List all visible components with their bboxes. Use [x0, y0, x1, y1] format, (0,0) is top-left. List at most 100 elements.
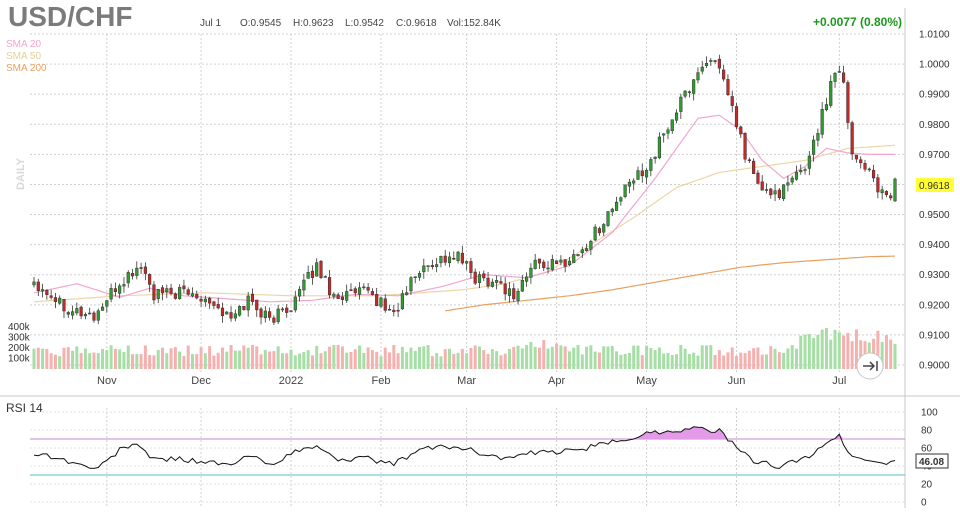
candle-body: [816, 133, 820, 141]
candle: [156, 288, 160, 304]
volume-bar: [739, 352, 743, 369]
candle: [70, 305, 75, 320]
candle-body: [567, 260, 572, 266]
candle-body: [195, 293, 199, 299]
volume-bar: [255, 346, 259, 369]
volume-bar: [572, 347, 576, 369]
volume-bar: [615, 351, 619, 369]
candle: [370, 288, 374, 296]
volume-bar: [101, 348, 105, 369]
candle-body: [803, 169, 807, 171]
candle: [152, 281, 156, 305]
candle: [83, 312, 87, 320]
axes: 0.9000 0.9100 0.9200 0.9300 0.9400 0.9500 0.96…: [8, 30, 950, 388]
candle-body: [40, 289, 45, 292]
volume-bar: [786, 348, 790, 369]
volume-bar: [777, 352, 781, 369]
candle: [867, 167, 871, 172]
candle-body: [854, 154, 859, 160]
candle-body: [160, 287, 165, 294]
volume-bar: [675, 354, 679, 369]
candle-body: [644, 169, 649, 178]
candle-body: [679, 96, 683, 112]
volume-bar: [807, 333, 811, 369]
header-low: L:0.9542: [345, 18, 384, 29]
candle: [229, 306, 233, 322]
candle-body: [585, 248, 589, 251]
volume-bar: [812, 337, 816, 369]
volume-bar: [606, 346, 610, 369]
legend-sma200: SMA 200: [6, 63, 47, 74]
volume-bar: [75, 346, 79, 369]
candle-body: [139, 267, 143, 269]
volume-bar: [293, 355, 297, 369]
volume-bar: [238, 350, 242, 369]
candle-body: [812, 139, 816, 155]
volume-bar: [62, 347, 66, 369]
last-price-tag-bg: [916, 178, 954, 192]
volume-bar: [760, 354, 764, 369]
candle: [542, 259, 546, 272]
grid: [0, 8, 960, 508]
volume-bar: [473, 345, 477, 369]
candle: [829, 75, 833, 108]
volume-bar: [366, 347, 370, 369]
candle-body: [867, 168, 871, 171]
candle-body: [246, 295, 250, 311]
header-date: Jul 1: [200, 18, 222, 29]
candle: [546, 261, 550, 274]
volume-bar: [135, 353, 139, 369]
candle: [816, 128, 820, 147]
candle: [366, 282, 370, 294]
volume-bar: [259, 354, 263, 369]
volume-bar: [388, 352, 392, 369]
candle: [280, 307, 285, 313]
candle: [143, 262, 147, 281]
volume-bar: [36, 347, 40, 369]
volume-bar: [319, 353, 323, 369]
candle-body: [824, 104, 829, 111]
candle-body: [683, 90, 687, 97]
candle-body: [118, 285, 122, 294]
candle: [756, 170, 760, 185]
candle: [700, 60, 704, 75]
candle: [567, 257, 572, 267]
candle-body: [255, 299, 259, 311]
candle-body: [460, 252, 464, 264]
volume-bar: [824, 327, 828, 369]
candle: [704, 56, 709, 68]
candle: [173, 292, 177, 300]
volume-bar: [503, 353, 507, 369]
volume-bar: [178, 351, 182, 369]
candle: [559, 255, 563, 266]
candle-body: [323, 276, 327, 278]
candle-body: [863, 163, 867, 170]
candle: [846, 80, 850, 130]
candle: [777, 188, 781, 200]
candle: [782, 184, 786, 202]
arrow-to-end-icon: [863, 361, 878, 371]
volume-bar: [829, 339, 833, 369]
volume-bar: [109, 345, 113, 369]
volume-bar: [657, 347, 661, 369]
candle: [405, 286, 409, 296]
scroll-to-end-button[interactable]: [856, 352, 884, 380]
volume-bar: [546, 348, 550, 369]
candle: [743, 132, 747, 163]
volume-bar: [666, 353, 670, 369]
volume-bar: [597, 352, 601, 369]
candle-body: [490, 281, 494, 287]
volume-bar: [563, 346, 567, 369]
volume-bar: [195, 354, 199, 369]
price-tick-label: 0.9900: [919, 90, 950, 101]
candle: [657, 132, 661, 160]
volume-tick-label: 200k: [8, 343, 31, 354]
volume-bar: [349, 351, 353, 369]
candle-body: [199, 298, 203, 302]
volume-bar: [413, 350, 417, 369]
volume-bar: [769, 346, 773, 369]
candle: [734, 103, 739, 130]
volume-bar: [477, 346, 481, 369]
volume-bar: [889, 339, 893, 369]
candle: [88, 307, 92, 315]
